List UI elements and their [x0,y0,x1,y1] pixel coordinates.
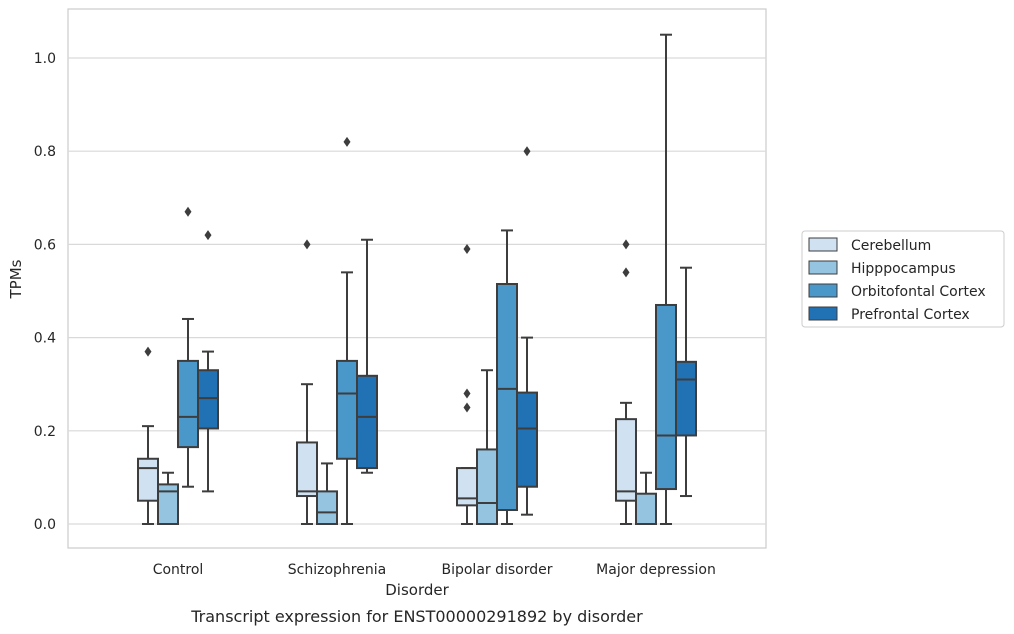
box-iqr [655,303,677,491]
legend-label: Orbitofontal Cortex [851,284,986,300]
outlier-point [303,239,311,250]
box-cerebellum [296,239,318,525]
legend-frame [801,230,1005,328]
box-iqr [137,457,159,502]
y-tick-label: 0.4 [34,331,56,347]
legend-swatch [808,306,838,321]
box-prefrontal-cortex [197,230,219,493]
box-prefrontal-cortex [675,266,697,498]
legend-swatch [808,260,838,275]
box-iqr [615,418,637,502]
box-orbitofontal-cortex [655,33,677,525]
box-iqr [316,490,338,526]
box-cerebellum [137,346,159,525]
y-tick-label: 0.0 [34,517,56,533]
box-iqr [516,391,538,488]
box-orbitofontal-cortex [177,206,199,488]
box-iqr [177,359,199,449]
y-tick-label: 1.0 [34,51,56,67]
box-orbitofontal-cortex [336,136,358,525]
y-tick-label: 0.6 [34,237,56,253]
y-axis-label: TPMs [7,259,25,299]
outlier-point [343,136,351,147]
plot-area [67,8,767,549]
box-iqr [675,360,697,437]
chart-caption: Transcript expression for ENST0000029189… [190,607,643,626]
y-tick-labels: 0.0 0.2 0.4 0.6 0.8 1.0 [34,51,56,533]
y-tick-label: 0.8 [34,144,56,160]
legend-label: Cerebellum [851,238,931,254]
box-hipppocampus [635,471,657,525]
outlier-point [622,267,630,278]
x-tick-label: Major depression [596,562,716,578]
box-iqr [356,374,378,470]
outlier-point [184,206,192,217]
x-tick-label: Schizophrenia [288,562,386,578]
outlier-point [463,402,471,413]
box-hipppocampus [157,471,179,526]
legend-label: Hipppocampus [851,261,956,277]
x-axis-label: Disorder [385,581,449,599]
outlier-point [523,146,531,157]
box-iqr [496,283,518,512]
box-prefrontal-cortex [516,146,538,516]
legend: Cerebellum Hipppocampus Orbitofontal Corte… [801,230,1005,328]
x-tick-labels: Control Schizophrenia Bipolar disorder Majo… [153,562,716,578]
box-hipppocampus [316,462,338,526]
box-prefrontal-cortex [356,238,378,474]
box-iqr [635,492,657,525]
box-iqr [296,441,318,498]
box-iqr [336,359,358,460]
legend-swatch [808,237,838,252]
boxes [137,33,697,526]
x-tick-label: Control [153,562,204,578]
box-iqr [157,483,179,526]
x-tick-label: Bipolar disorder [441,562,552,578]
box-iqr [456,467,478,507]
outlier-point [463,388,471,399]
outlier-point [204,230,212,241]
box-cerebellum [456,244,478,525]
outlier-point [463,244,471,255]
box-cerebellum [615,239,637,525]
legend-label: Prefrontal Cortex [851,307,970,323]
box-iqr [476,448,498,525]
outlier-point [622,239,630,250]
legend-swatch [808,283,838,298]
box-iqr [197,369,219,430]
y-tick-label: 0.2 [34,424,56,440]
outlier-point [144,346,152,357]
